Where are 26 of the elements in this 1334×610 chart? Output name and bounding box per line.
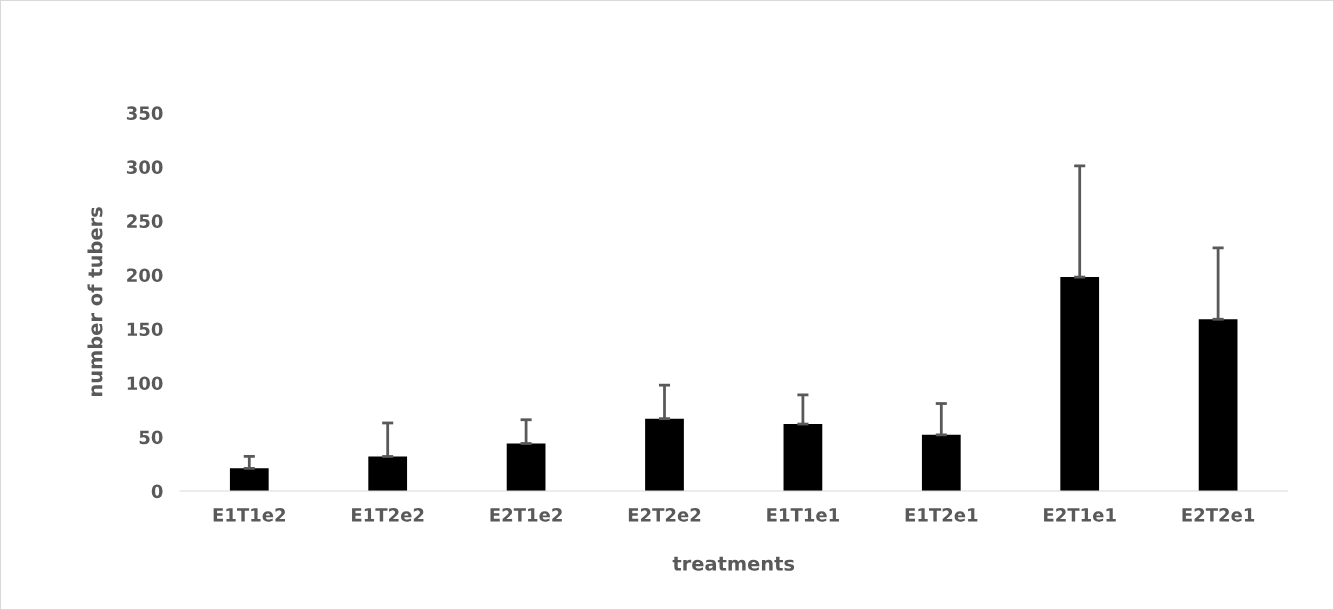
x-axis-title: treatments	[672, 556, 795, 571]
bar	[1060, 277, 1100, 492]
y-tick-label: 300	[126, 160, 163, 174]
x-tick-label: E2T2e1	[1182, 508, 1255, 522]
y-tick-label: 200	[127, 268, 163, 283]
x-tick-label: E2T2e2	[628, 508, 701, 522]
y-tick-label: 50	[139, 430, 163, 445]
y-tick-label: 150	[127, 322, 163, 337]
x-tick-label: E1T2e1	[905, 508, 978, 522]
bar	[506, 443, 546, 492]
x-tick-label: E1T1e2	[213, 508, 286, 522]
y-tick-label: 250	[127, 214, 163, 229]
bar	[229, 468, 269, 492]
y-tick-label: 350	[126, 106, 163, 120]
bar	[783, 424, 823, 492]
x-tick-label: E2T1e2	[490, 508, 562, 522]
y-tick-label: 0	[151, 484, 163, 499]
y-axis-title: number of tubers	[87, 207, 103, 397]
bar	[368, 456, 408, 492]
bar	[645, 418, 684, 492]
x-tick-label: E1T2e2	[352, 508, 424, 522]
bar	[1198, 319, 1238, 492]
x-tick-label: E1T1e1	[767, 508, 839, 522]
bar	[921, 434, 961, 492]
x-tick-label: E2T1e1	[1044, 508, 1116, 522]
y-tick-label: 100	[127, 376, 163, 391]
